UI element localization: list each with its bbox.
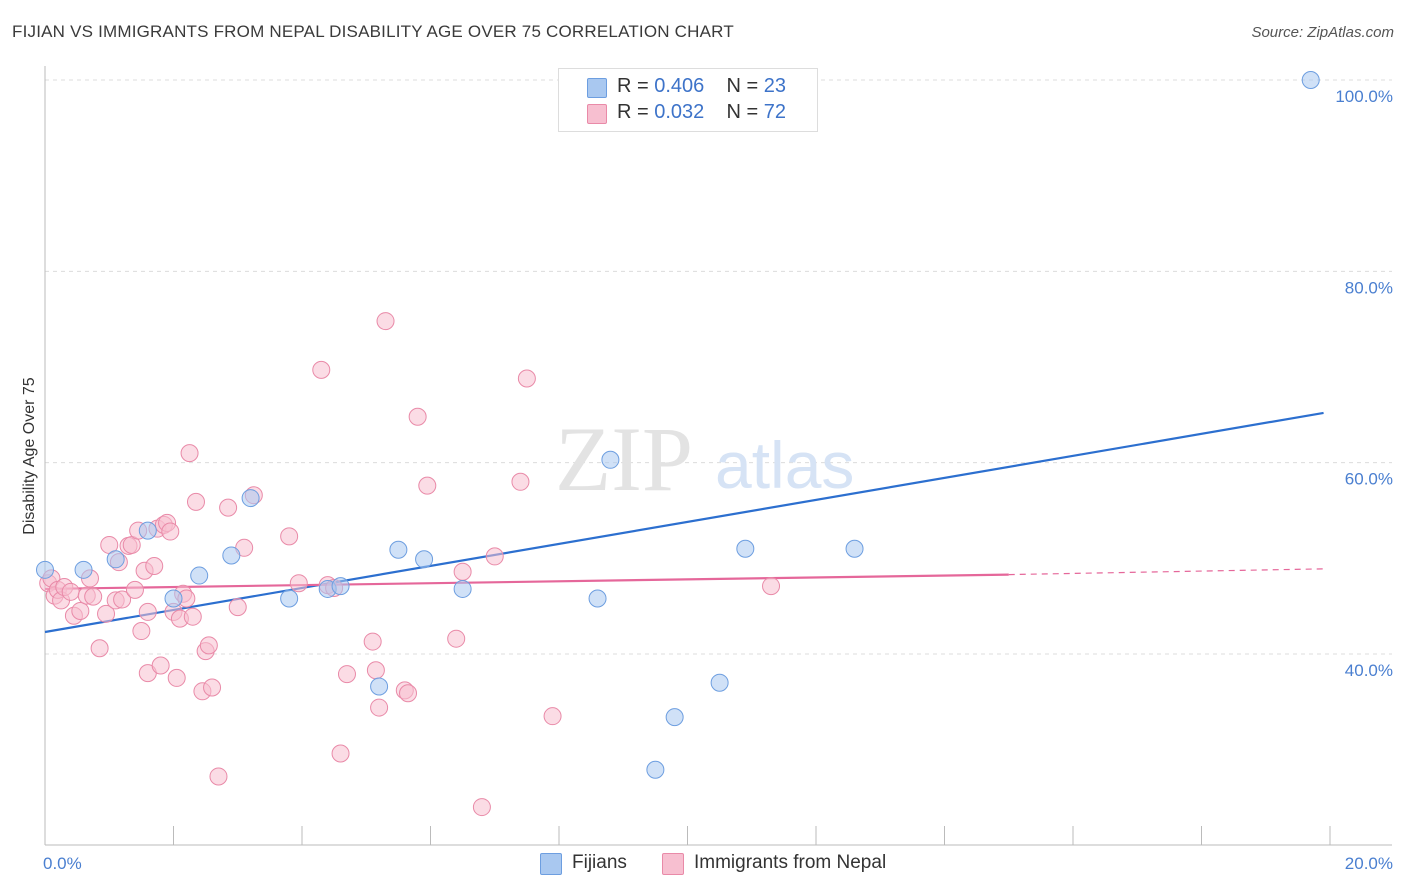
- nepal-point: [203, 678, 222, 697]
- nepal-point: [543, 707, 562, 726]
- fijian-point: [222, 546, 241, 565]
- nepal-point: [331, 744, 350, 763]
- nepal-point: [376, 312, 395, 331]
- legend-r-value: 0.406: [654, 75, 705, 97]
- fijian-point: [389, 540, 408, 559]
- nepal-point: [186, 492, 205, 511]
- nepal-point: [289, 574, 308, 593]
- nepal-point: [517, 369, 536, 388]
- nepal-point: [447, 629, 466, 648]
- nepal-trend-line: [44, 573, 1009, 591]
- nepal-point: [113, 590, 132, 609]
- chart-title: FIJIAN VS IMMIGRANTS FROM NEPAL DISABILI…: [12, 22, 734, 41]
- fijian-point: [370, 677, 389, 696]
- nepal-point: [138, 602, 157, 621]
- nepal-point: [132, 622, 151, 641]
- nepal-point: [219, 498, 238, 517]
- fijian-point: [710, 673, 729, 692]
- fijian-point: [331, 577, 350, 596]
- nepal-point: [167, 668, 186, 687]
- nepal-point: [370, 698, 389, 717]
- nepal-point: [209, 767, 228, 786]
- series-label-fijians: Fijians: [572, 852, 627, 873]
- nepal-point: [199, 636, 218, 655]
- y-tick-label: 100.0%: [1335, 87, 1393, 106]
- legend-n-value: 23: [763, 75, 787, 97]
- nepal-point: [71, 601, 90, 620]
- fijian-point: [1301, 71, 1320, 89]
- nepal-point: [90, 639, 109, 658]
- fijian-trend-line: [44, 411, 1324, 634]
- nepal-point: [511, 472, 530, 491]
- nepal-point: [145, 556, 164, 575]
- axes: [44, 66, 1392, 846]
- nepal-point: [453, 562, 472, 581]
- nepal-point: [228, 598, 247, 617]
- nepal-point: [161, 522, 180, 541]
- nepal-point: [485, 547, 504, 566]
- nepal-point: [363, 632, 382, 651]
- series-swatch-nepal: [662, 853, 684, 875]
- nepal-point: [125, 580, 144, 599]
- data-points: [36, 71, 1320, 817]
- chart-source: Source: ZipAtlas.com: [1251, 24, 1394, 41]
- legend-swatch-fijians: [587, 78, 607, 98]
- fijian-point: [280, 589, 299, 608]
- legend-n-value: 72: [763, 101, 787, 123]
- y-tick-label: 60.0%: [1345, 470, 1393, 489]
- watermark-zip: ZIP: [555, 408, 693, 510]
- trend-lines: [44, 411, 1324, 634]
- nepal-point: [399, 684, 418, 703]
- fijian-point: [453, 579, 472, 598]
- nepal-point: [312, 360, 331, 379]
- fijian-point: [106, 550, 125, 569]
- fijian-point: [415, 550, 434, 569]
- nepal-trend-extension: [1008, 568, 1324, 576]
- fijian-point: [588, 589, 607, 608]
- gridlines: [45, 79, 1392, 655]
- watermark-atlas: atlas: [715, 428, 854, 502]
- nepal-point: [84, 587, 103, 606]
- fijian-point: [646, 760, 665, 779]
- fijian-point: [601, 450, 620, 469]
- nepal-point: [151, 656, 170, 675]
- fijian-point: [164, 589, 183, 608]
- legend-r-value: 0.032: [654, 101, 705, 123]
- x-tick-label: 20.0%: [1345, 854, 1393, 873]
- y-tick-label: 80.0%: [1345, 278, 1393, 297]
- legend-swatch-nepal: [587, 104, 607, 124]
- tick-labels: 40.0% 60.0% 80.0% 100.0% 0.0% 20.0%: [43, 87, 1393, 873]
- nepal-point: [280, 527, 299, 546]
- fijian-point: [138, 521, 157, 540]
- series-swatch-fijians: [540, 853, 562, 875]
- x-tick-label: 0.0%: [43, 854, 82, 873]
- fijian-point: [665, 708, 684, 727]
- nepal-point: [366, 661, 385, 680]
- nepal-point: [337, 665, 356, 684]
- fijian-point: [845, 539, 864, 558]
- stats-legend: R = 0.406 N = 23 R = 0.032 N = 72: [558, 68, 818, 132]
- fijian-point: [736, 539, 755, 558]
- nepal-point: [472, 798, 491, 817]
- nepal-point: [183, 607, 202, 626]
- legend-n-label: N =: [726, 101, 759, 123]
- fijian-point: [190, 566, 209, 585]
- legend-r-label: R =: [617, 101, 649, 123]
- fijian-point: [241, 489, 260, 508]
- y-tick-label: 40.0%: [1345, 661, 1393, 680]
- nepal-point: [762, 577, 781, 596]
- nepal-point: [61, 582, 80, 601]
- y-axis-label: Disability Age Over 75: [21, 377, 38, 535]
- legend-n-label: N =: [726, 75, 759, 97]
- fijian-point: [36, 560, 54, 579]
- series-label-nepal: Immigrants from Nepal: [694, 852, 887, 873]
- nepal-point: [180, 444, 199, 463]
- legend-r-label: R =: [617, 75, 649, 97]
- nepal-point: [97, 604, 116, 623]
- fijian-point: [74, 560, 93, 579]
- nepal-point: [408, 407, 427, 426]
- nepal-point: [418, 476, 437, 495]
